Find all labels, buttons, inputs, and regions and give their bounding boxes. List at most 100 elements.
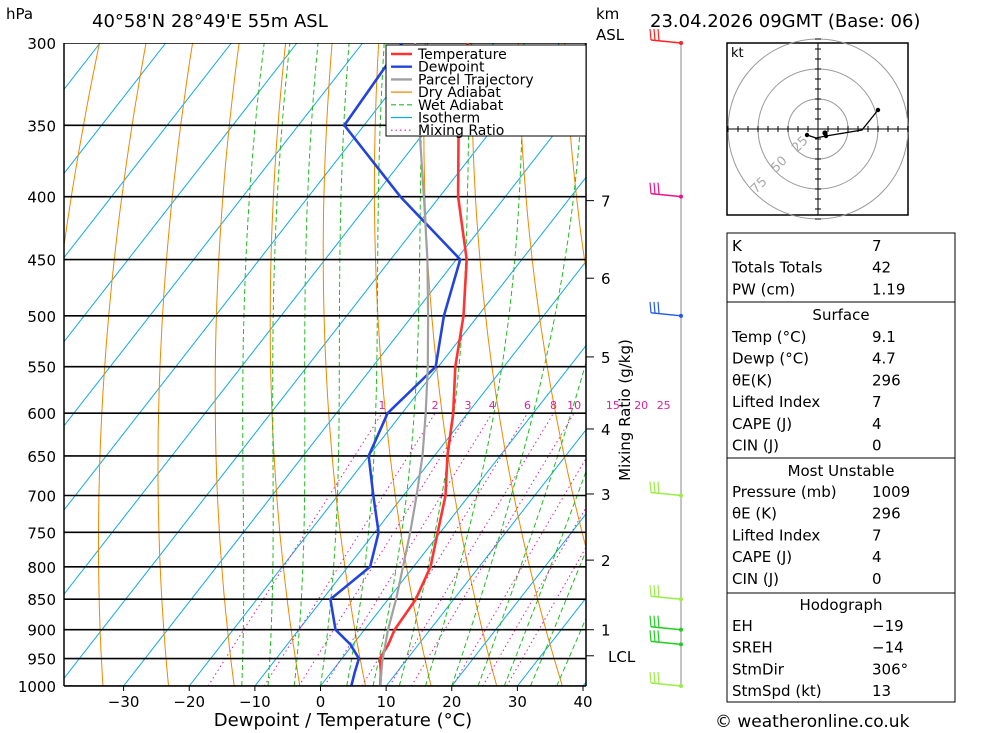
height-tick-label: 2 [601,552,611,570]
x-tick-label: −30 [108,693,140,711]
wind-barb-feather [653,630,656,642]
pressure-tick-label: 850 [27,591,56,609]
mixing-ratio-value: 25 [657,399,671,412]
isotherm-line [64,43,364,427]
index-value: 1009 [872,483,910,501]
mixing-ratio-value: 6 [524,399,531,412]
wind-barb-feather [653,585,656,597]
x-tick-label: 0 [316,693,326,711]
index-label: Lifted Index [732,393,820,411]
wind-barb-shaft [650,640,682,646]
wind-barb-feather [657,182,660,195]
index-label: Pressure (mb) [732,483,837,501]
mixing-ratio-line [361,412,528,686]
height-tick-label: 5 [601,349,611,367]
isotherm-line [123,92,586,686]
height-tick-label: 4 [601,421,611,439]
dry-adiabat-line [269,43,301,686]
wind-barb-feather [649,671,652,684]
index-label: CAPE (J) [732,415,792,433]
wind-barbs [649,28,683,688]
dewpoint-series-line [329,43,462,686]
mixing-ratio-line [506,546,586,686]
height-tick-label: 7 [601,193,611,211]
legend-label: Dry Adiabat [418,85,501,101]
mixing-ratio-value-labels: 1 2 3 4 6 8 10 15 20 25 [379,399,671,412]
wind-barb-feather [653,182,656,195]
wet-adiabat-line [241,43,265,686]
wind-barb-feather [653,615,656,628]
height-tick-label: 6 [601,270,611,288]
parcel-trajectory-series-line [379,43,430,686]
height-unit-asl: ASL [596,26,625,44]
isotherm-line [64,43,298,343]
index-value: 296 [872,371,901,389]
wind-barb-shaft [650,39,682,44]
legend-label: Wet Adiabat [418,98,504,114]
dry-adiabat-line [157,43,194,686]
index-label: PW (cm) [732,280,795,298]
index-value: 4.7 [872,350,896,368]
hodograph-unit: kt [731,46,744,61]
indices-section-title: Most Unstable [788,462,895,480]
pressure-tick-label: 1000 [18,678,56,696]
x-tick-label: 10 [377,693,396,711]
wind-barb-feather [657,630,660,643]
isotherm-line [64,43,167,175]
index-label: θE(K) [732,371,772,389]
wind-barb-shaft [650,682,682,687]
pressure-tick-label: 600 [27,405,56,423]
x-tick-label: 20 [442,693,461,711]
index-label: θE (K) [732,505,777,523]
index-label: StmDir [732,660,785,678]
indices-section-title: Surface [812,306,869,324]
dry-adiabat-line [214,43,240,686]
wind-barb-feather [657,585,660,598]
hodograph-point [875,107,881,113]
dry-adiabat-line [98,43,147,686]
index-value: 4 [872,415,882,433]
wind-barb-shaft [650,595,682,600]
index-label: K [732,237,743,255]
wind-barb-shaft [650,312,682,317]
index-label: SREH [732,639,773,657]
pressure-tick-label: 650 [27,448,56,466]
wind-barb-feather [653,28,656,41]
background-lines [64,43,586,686]
index-label: CIN (J) [732,437,779,455]
wind-barb-shaft [650,192,682,198]
location-title: 40°58'N 28°49'E 55m ASL [92,11,328,32]
pressure-tick-label: 550 [27,359,56,377]
wind-barb-feather [657,615,660,628]
height-tick-label: LCL [608,648,636,666]
height-tick-label: 3 [601,486,611,504]
wet-adiabat-line [267,43,291,686]
pressure-unit-label: hPa [6,5,33,23]
index-value: 0 [872,437,882,455]
index-label: CAPE (J) [732,548,792,566]
dry-adiabat-line [64,43,100,249]
index-value: 13 [872,682,891,700]
index-value: 7 [872,393,882,411]
mixing-ratio-value: 2 [432,399,439,412]
mixing-ratio-line [452,457,586,686]
pressure-tick-label: 900 [27,622,56,640]
legend-label: Parcel Trajectory [418,72,534,88]
legend-label: Dewpoint [418,60,485,76]
index-value: 7 [872,526,882,544]
pressure-tick-label: 950 [27,651,56,669]
index-label: Dewp (°C) [732,350,809,368]
isotherm-line [64,43,429,511]
index-value: 1.19 [872,280,905,298]
mixing-ratio-value: 10 [567,399,581,412]
pressure-tick-label: 350 [27,117,56,135]
wind-barb-feather [649,182,652,194]
wind-barb-feather [649,28,652,41]
index-value: 9.1 [872,328,896,346]
indices-section-title: Hodograph [799,596,882,614]
index-label: StmSpd (kt) [732,682,822,700]
pressure-tick-label: 700 [27,488,56,506]
